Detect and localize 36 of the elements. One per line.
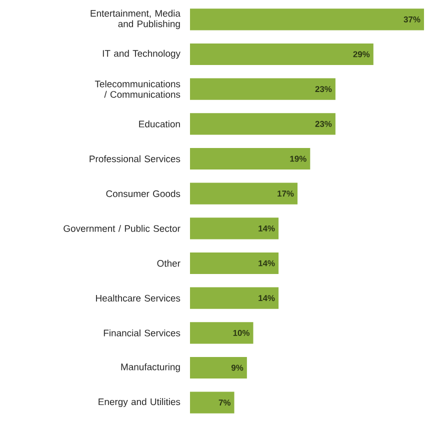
bar	[190, 182, 298, 204]
bar	[190, 287, 279, 309]
y-tick-label: Manufacturing	[121, 363, 180, 372]
data-label: 14%	[258, 260, 275, 266]
bar	[190, 252, 279, 274]
bar	[190, 322, 254, 344]
data-label: 14%	[258, 295, 275, 302]
y-tick-label: Education	[139, 120, 180, 128]
y-tick-label: Other	[157, 260, 180, 267]
y-tick-label: Financial Services	[104, 329, 180, 336]
bar	[190, 148, 310, 170]
bar	[190, 392, 234, 414]
data-label: 7%	[218, 400, 231, 406]
data-label: 10%	[233, 330, 250, 336]
y-tick-label: Telecommunications / Communications	[94, 80, 180, 98]
y-tick-label: Entertainment, Media and Publishing	[90, 10, 180, 30]
bar	[190, 356, 247, 379]
data-label: 37%	[404, 16, 420, 22]
bar	[190, 43, 374, 66]
data-label: 23%	[315, 86, 332, 92]
y-tick-label: Consumer Goods	[106, 190, 180, 198]
data-label: 9%	[231, 364, 244, 371]
y-tick-label: Government / Public Sector	[64, 224, 180, 232]
data-label: 29%	[353, 51, 370, 58]
data-label: 23%	[315, 120, 332, 127]
data-label: 17%	[278, 190, 294, 197]
y-tick-label: Professional Services	[90, 155, 180, 162]
bar	[190, 8, 424, 30]
data-label: 14%	[258, 225, 275, 232]
y-tick-label: Energy and Utilities	[98, 398, 180, 408]
bar	[190, 78, 336, 100]
bar	[190, 218, 279, 240]
y-tick-label: IT and Technology	[102, 50, 180, 59]
y-tick-label: Healthcare Services	[96, 294, 180, 302]
bar	[190, 113, 336, 135]
data-label: 19%	[290, 156, 306, 162]
